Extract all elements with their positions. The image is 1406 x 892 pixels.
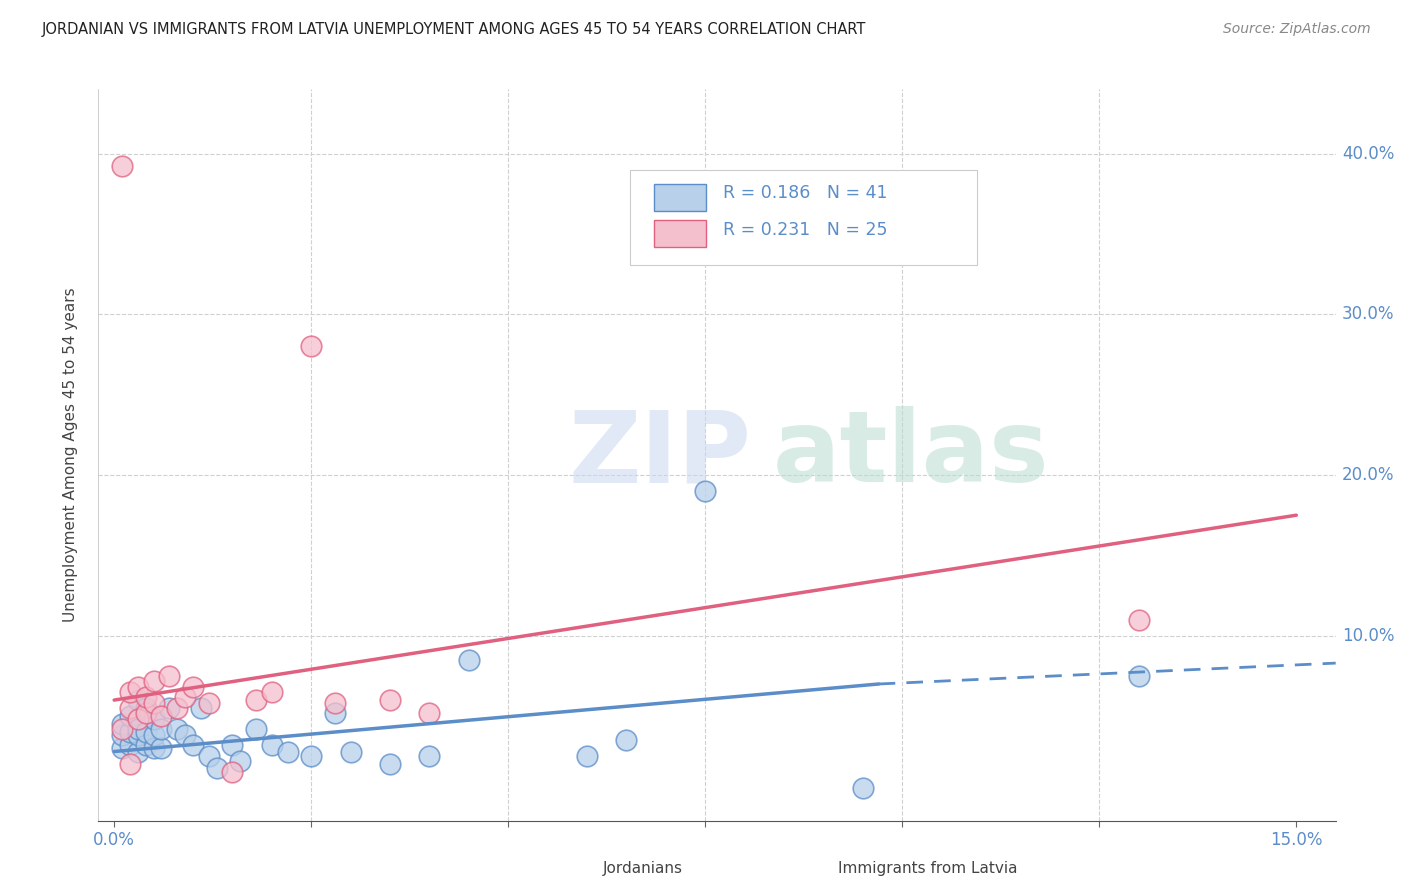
Point	[695, 484, 717, 499]
Point	[197, 749, 219, 764]
Point	[378, 757, 401, 772]
Point	[142, 728, 165, 742]
Point	[299, 339, 322, 353]
Point	[181, 738, 204, 752]
Point	[174, 728, 197, 742]
Point	[174, 690, 197, 704]
Point	[150, 722, 173, 736]
Point	[245, 722, 267, 736]
Y-axis label: Unemployment Among Ages 45 to 54 years: Unemployment Among Ages 45 to 54 years	[63, 287, 77, 623]
Text: Jordanians: Jordanians	[603, 862, 683, 877]
Point	[111, 160, 134, 174]
Point	[135, 706, 157, 720]
Point	[111, 728, 134, 742]
Point	[323, 706, 346, 720]
Point	[118, 725, 141, 739]
Point	[142, 741, 165, 756]
Point	[260, 685, 283, 699]
Point	[157, 701, 180, 715]
Point	[111, 717, 134, 731]
Text: 10.0%: 10.0%	[1341, 627, 1395, 645]
Point	[616, 733, 638, 747]
Point	[111, 722, 134, 736]
Point	[245, 693, 267, 707]
Point	[127, 722, 149, 736]
Point	[135, 701, 157, 715]
Point	[150, 709, 173, 723]
Point	[166, 722, 188, 736]
Point	[576, 749, 599, 764]
Point	[277, 745, 299, 759]
Point	[299, 749, 322, 764]
Point	[127, 712, 149, 726]
Point	[457, 653, 479, 667]
Text: Source: ZipAtlas.com: Source: ZipAtlas.com	[1223, 22, 1371, 37]
Point	[378, 693, 401, 707]
FancyBboxPatch shape	[630, 169, 977, 265]
Text: 20.0%: 20.0%	[1341, 466, 1395, 484]
Point	[142, 696, 165, 710]
Point	[111, 741, 134, 756]
Point	[157, 669, 180, 683]
Text: JORDANIAN VS IMMIGRANTS FROM LATVIA UNEMPLOYMENT AMONG AGES 45 TO 54 YEARS CORRE: JORDANIAN VS IMMIGRANTS FROM LATVIA UNEM…	[42, 22, 866, 37]
Text: Immigrants from Latvia: Immigrants from Latvia	[838, 862, 1018, 877]
Point	[166, 701, 188, 715]
Point	[142, 712, 165, 726]
Point	[118, 685, 141, 699]
Point	[135, 690, 157, 704]
Point	[127, 680, 149, 694]
Point	[197, 696, 219, 710]
Point	[339, 745, 361, 759]
Text: ZIP: ZIP	[568, 407, 751, 503]
Point	[418, 706, 440, 720]
Point	[1128, 613, 1150, 627]
Point	[221, 765, 243, 780]
Text: R = 0.231   N = 25: R = 0.231 N = 25	[723, 220, 887, 239]
FancyBboxPatch shape	[555, 858, 595, 880]
Point	[127, 693, 149, 707]
Point	[127, 745, 149, 759]
Point	[1128, 669, 1150, 683]
Text: 40.0%: 40.0%	[1341, 145, 1395, 162]
FancyBboxPatch shape	[654, 220, 706, 247]
Point	[221, 738, 243, 752]
Point	[135, 725, 157, 739]
Point	[135, 738, 157, 752]
Text: atlas: atlas	[773, 407, 1049, 503]
Point	[190, 701, 212, 715]
Point	[205, 761, 228, 775]
Point	[118, 757, 141, 772]
Point	[418, 749, 440, 764]
Point	[118, 738, 141, 752]
Point	[852, 781, 875, 796]
FancyBboxPatch shape	[790, 858, 830, 880]
Point	[323, 696, 346, 710]
FancyBboxPatch shape	[654, 184, 706, 211]
Point	[260, 738, 283, 752]
Text: R = 0.186   N = 41: R = 0.186 N = 41	[723, 184, 887, 202]
Point	[181, 680, 204, 694]
Point	[118, 701, 141, 715]
Point	[127, 728, 149, 742]
Point	[229, 754, 252, 768]
Point	[150, 741, 173, 756]
Text: 30.0%: 30.0%	[1341, 305, 1395, 323]
Point	[118, 709, 141, 723]
Point	[142, 673, 165, 688]
